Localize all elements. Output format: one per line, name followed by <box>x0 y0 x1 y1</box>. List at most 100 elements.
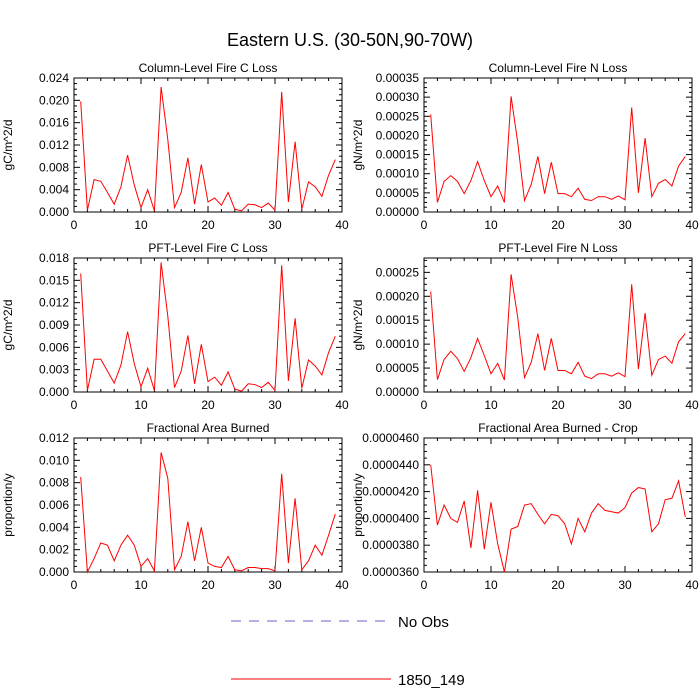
plot-frame <box>73 77 343 213</box>
y-tick-label: 0.0000360 <box>362 565 419 579</box>
y-tick-label: 0.004 <box>39 183 69 197</box>
x-tick-label: 0 <box>421 218 428 232</box>
legend-label: 1850_149 <box>398 672 465 689</box>
y-axis-label: gC/m^2/d <box>1 300 15 351</box>
y-tick-label: 0.012 <box>39 296 69 310</box>
x-tick-label: 30 <box>618 578 632 592</box>
y-tick-label: 0.009 <box>39 318 69 332</box>
y-tick-label: 0.010 <box>39 453 69 467</box>
series-line <box>430 96 686 203</box>
y-axis-label: proportion/y <box>1 473 15 536</box>
y-tick-label: 0.012 <box>39 138 69 152</box>
panel-title: Column-Level Fire N Loss <box>489 61 628 75</box>
x-tick-label: 20 <box>551 578 565 592</box>
x-tick-label: 10 <box>134 398 148 412</box>
y-tick-label: 0.020 <box>39 93 69 107</box>
y-tick-label: 0.008 <box>39 476 69 490</box>
x-tick-label: 20 <box>551 218 565 232</box>
panel-5: Fractional Area Burned proportion/y 0 10 20 3… <box>1 421 349 592</box>
y-tick-label: 0.00015 <box>376 313 420 327</box>
panel-3: PFT-Level Fire C Loss gC/m^2/d 0 10 20 30 40 0.… <box>1 241 349 412</box>
panel-6: Fractional Area Burned - Crop proportion/… <box>351 421 699 592</box>
x-tick-label: 20 <box>201 578 215 592</box>
panels: Column-Level Fire C Loss gC/m^2/d 0 10 20 30 4… <box>1 61 699 592</box>
x-tick-label: 20 <box>551 398 565 412</box>
x-tick-label: 0 <box>71 398 78 412</box>
y-tick-label: 0.0000420 <box>362 485 419 499</box>
panel-title: Fractional Area Burned <box>147 421 270 435</box>
plot-frame <box>423 437 693 573</box>
y-tick-label: 0.000 <box>39 565 69 579</box>
panel-title: PFT-Level Fire C Loss <box>148 241 267 255</box>
x-tick-label: 40 <box>335 398 349 412</box>
y-tick-label: 0.000 <box>39 205 69 219</box>
panel-title: PFT-Level Fire N Loss <box>498 241 617 255</box>
x-tick-label: 10 <box>134 218 148 232</box>
y-tick-label: 0.004 <box>39 520 69 534</box>
x-tick-label: 30 <box>618 398 632 412</box>
panel-4: PFT-Level Fire N Loss gN/m^2/d 0 10 20 30 40 0.… <box>351 241 699 412</box>
y-tick-label: 0.0000460 <box>362 431 419 445</box>
y-tick-label: 0.00005 <box>376 361 420 375</box>
y-axis-label: gN/m^2/d <box>351 120 365 171</box>
y-tick-label: 0.00020 <box>376 289 420 303</box>
x-tick-label: 30 <box>268 578 282 592</box>
x-tick-label: 0 <box>421 398 428 412</box>
legend-item: No Obs <box>231 614 449 631</box>
x-tick-label: 30 <box>618 218 632 232</box>
plot-frame <box>73 437 343 573</box>
panel-title: Fractional Area Burned - Crop <box>478 421 638 435</box>
x-tick-label: 40 <box>335 218 349 232</box>
legend-item: 1850_149 <box>231 672 465 689</box>
y-tick-label: 0.008 <box>39 160 69 174</box>
x-tick-label: 10 <box>484 578 498 592</box>
y-axis-label: proportion/y <box>351 473 365 536</box>
y-tick-label: 0.006 <box>39 340 69 354</box>
x-tick-label: 10 <box>134 578 148 592</box>
y-tick-label: 0.00030 <box>376 90 420 104</box>
y-tick-label: 0.016 <box>39 116 69 130</box>
y-tick-label: 0.00000 <box>376 205 420 219</box>
y-tick-label: 0.0000380 <box>362 538 419 552</box>
x-tick-label: 40 <box>335 578 349 592</box>
y-tick-label: 0.015 <box>39 273 69 287</box>
y-tick-label: 0.00035 <box>376 71 420 85</box>
x-tick-label: 40 <box>685 398 699 412</box>
x-tick-label: 20 <box>201 218 215 232</box>
y-tick-label: 0.00000 <box>376 385 420 399</box>
x-tick-label: 10 <box>484 218 498 232</box>
y-tick-label: 0.00015 <box>376 148 420 162</box>
y-tick-label: 0.00020 <box>376 128 420 142</box>
y-tick-label: 0.00005 <box>376 186 420 200</box>
legend-label: No Obs <box>398 614 449 631</box>
y-tick-label: 0.024 <box>39 71 69 85</box>
x-tick-label: 40 <box>685 218 699 232</box>
x-tick-label: 0 <box>71 578 78 592</box>
series-line <box>430 464 686 573</box>
x-tick-label: 0 <box>71 218 78 232</box>
x-tick-label: 30 <box>268 398 282 412</box>
y-tick-label: 0.006 <box>39 498 69 512</box>
x-tick-label: 0 <box>421 578 428 592</box>
legend: No Obs 1850_149 <box>231 614 465 689</box>
x-tick-label: 10 <box>484 398 498 412</box>
y-tick-label: 0.0000400 <box>362 511 419 525</box>
y-tick-label: 0.00025 <box>376 109 420 123</box>
y-tick-label: 0.003 <box>39 363 69 377</box>
plot-frame <box>73 257 343 393</box>
panel-1: Column-Level Fire C Loss gC/m^2/d 0 10 20 30 4… <box>1 61 349 232</box>
panel-title: Column-Level Fire C Loss <box>139 61 278 75</box>
y-tick-label: 0.00010 <box>376 337 420 351</box>
y-axis-label: gC/m^2/d <box>1 120 15 171</box>
series-line <box>80 262 336 392</box>
y-tick-label: 0.002 <box>39 543 69 557</box>
y-tick-label: 0.00025 <box>376 265 420 279</box>
y-tick-label: 0.000 <box>39 385 69 399</box>
series-line <box>80 86 336 212</box>
series-line <box>430 274 686 381</box>
x-tick-label: 20 <box>201 398 215 412</box>
y-tick-label: 0.0000440 <box>362 458 419 472</box>
x-tick-label: 40 <box>685 578 699 592</box>
figure-title: Eastern U.S. (30-50N,90-70W) <box>227 30 473 50</box>
